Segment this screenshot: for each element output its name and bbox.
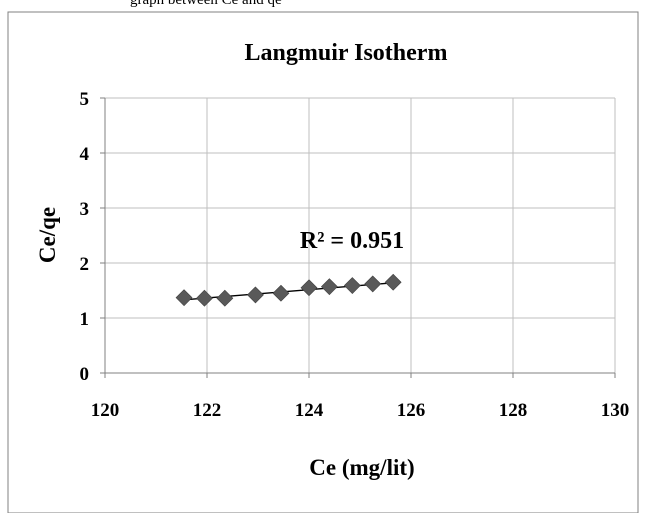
y-tick-label: 1: [80, 309, 90, 330]
data-point: [175, 289, 193, 307]
data-point: [216, 289, 234, 307]
x-axis-title: Ce (mg/lit): [309, 455, 414, 480]
data-point: [272, 284, 290, 302]
top-caption: graph between Ce and qe: [130, 0, 282, 8]
grid-lines: [105, 97, 616, 373]
data-point: [364, 275, 382, 293]
y-tick-label: 5: [80, 89, 90, 110]
x-tick-label: 128: [499, 400, 528, 421]
axes: [100, 97, 616, 378]
y-tick-label: 4: [80, 144, 90, 165]
x-tick-label: 120: [91, 400, 120, 421]
chart-title: Langmuir Isotherm: [245, 40, 448, 66]
x-tick-label: 130: [601, 400, 630, 421]
data-point: [247, 286, 264, 304]
data-point: [196, 289, 213, 307]
tick-labels: 120 122 124 126 128 130 0 1 2 3 4 5: [80, 89, 630, 421]
x-tick-label: 122: [193, 400, 222, 421]
y-tick-label: 0: [80, 364, 90, 385]
y-tick-label: 3: [80, 199, 90, 220]
data-point: [384, 273, 402, 291]
data-points: [175, 273, 402, 307]
x-tick-label: 124: [295, 400, 324, 421]
x-tick-label: 126: [397, 400, 426, 421]
data-point: [343, 277, 361, 294]
y-axis-title: Ce/qe: [35, 207, 60, 263]
y-tick-label: 2: [80, 254, 90, 275]
data-point: [320, 278, 338, 296]
r-squared-annotation: R² = 0.951: [300, 228, 404, 254]
data-point: [300, 279, 318, 297]
